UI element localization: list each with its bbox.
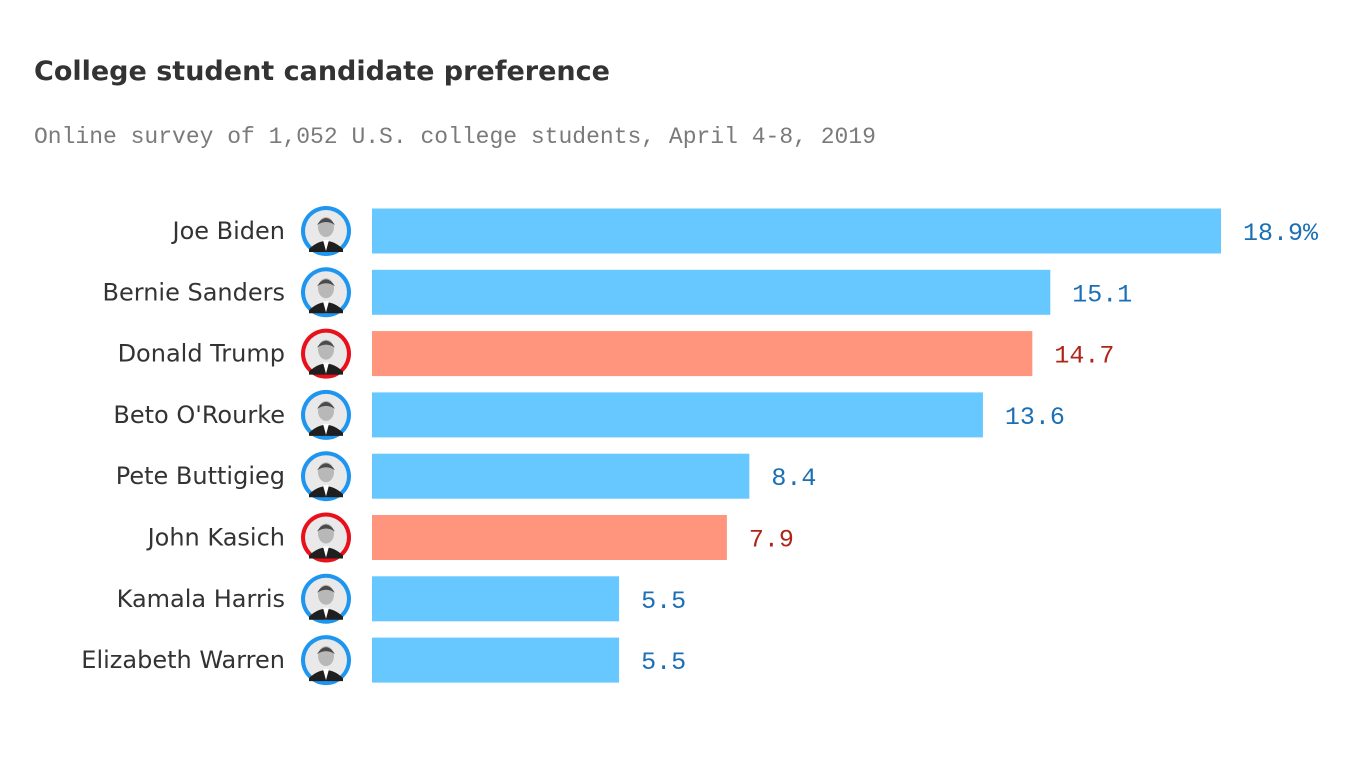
portrait-collar — [323, 485, 329, 497]
bar-bernie-sanders — [372, 269, 1051, 315]
portrait-collar — [323, 240, 329, 251]
portrait-collar — [323, 362, 329, 374]
portrait-collar — [323, 607, 329, 619]
candidate-name-label: John Kasich — [146, 524, 285, 552]
candidate-portrait-icon — [301, 512, 351, 563]
bar-pete-buttigieg — [372, 453, 750, 499]
portrait-hair — [317, 401, 335, 409]
portrait-hair — [317, 585, 335, 593]
portrait-collar — [323, 423, 329, 435]
bar-value-label: 7.9 — [749, 526, 794, 555]
portrait-hair — [317, 524, 335, 532]
candidate-name-label: Kamala Harris — [117, 585, 285, 613]
candidate-portrait-icon — [301, 267, 351, 318]
portrait-hair — [317, 647, 335, 655]
chart-title: College student candidate preference — [34, 56, 610, 87]
bar-value-label: 14.7 — [1054, 342, 1114, 371]
candidate-name-label: Elizabeth Warren — [81, 646, 285, 674]
candidate-name-label: Beto O'Rourke — [113, 401, 285, 429]
portrait-collar — [323, 546, 329, 558]
candidate-name-label: Pete Buttigieg — [116, 462, 285, 490]
bar-joe-biden — [372, 208, 1221, 254]
bar-donald-trump — [372, 331, 1033, 377]
candidate-portrait-icon — [301, 389, 351, 440]
portrait-collar — [323, 669, 329, 681]
bar-value-label: 5.5 — [641, 587, 686, 616]
candidate-name-label: Donald Trump — [118, 340, 285, 368]
chart-subtitle: Online survey of 1,052 U.S. college stud… — [34, 124, 876, 150]
candidate-portrait-icon — [301, 328, 351, 379]
bar-value-label: 18.9% — [1243, 219, 1319, 248]
portrait-hair — [317, 340, 335, 348]
portrait-collar — [323, 301, 329, 313]
bar-value-label: 8.4 — [771, 464, 816, 493]
candidate-portrait-icon — [301, 451, 351, 502]
portrait-hair — [317, 463, 335, 471]
portrait-hair — [317, 279, 335, 287]
bar-john-kasich — [372, 515, 727, 560]
portrait-hair — [317, 218, 335, 225]
bar-kamala-harris — [372, 576, 620, 622]
bar-value-label: 5.5 — [641, 648, 686, 677]
bar-value-label: 13.6 — [1005, 403, 1065, 432]
bar-beto-o-rourke — [372, 392, 983, 438]
candidate-portrait-icon — [301, 635, 351, 686]
bar-value-label: 15.1 — [1072, 280, 1132, 309]
candidate-portrait-icon — [301, 573, 351, 624]
candidate-portrait-icon — [301, 206, 351, 256]
candidate-name-label: Joe Biden — [171, 217, 286, 245]
candidate-name-label: Bernie Sanders — [103, 278, 285, 306]
bar-elizabeth-warren — [372, 637, 620, 683]
